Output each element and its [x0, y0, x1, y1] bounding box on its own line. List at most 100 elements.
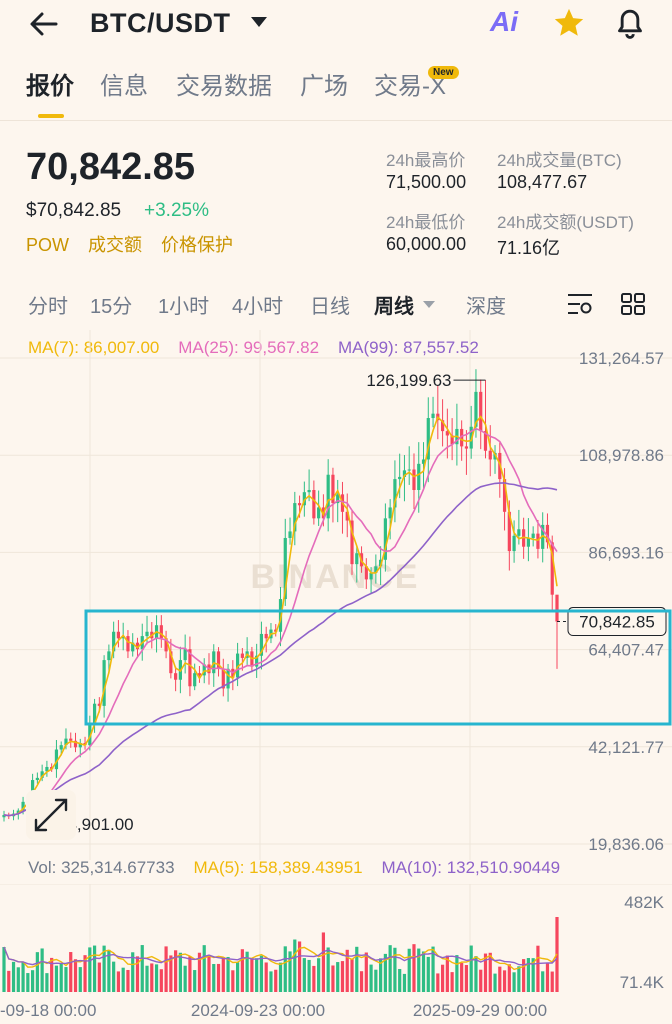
tab-info[interactable]: 信息	[100, 73, 148, 100]
volume-bar	[121, 967, 125, 992]
interval-4h[interactable]: 4小时	[232, 296, 284, 318]
candle-body	[297, 503, 302, 506]
candle-body	[350, 520, 354, 565]
ma-legend: MA(7): 86,007.00 MA(25): 99,567.82 MA(99…	[28, 338, 479, 358]
candle-body	[388, 507, 392, 519]
indicator-settings-icon[interactable]	[566, 292, 594, 316]
candle-body	[307, 490, 311, 493]
candle-body	[412, 469, 416, 491]
candle-body	[202, 664, 206, 676]
expand-button[interactable]	[26, 790, 76, 840]
tab-trading-data[interactable]: 交易数据	[176, 73, 272, 100]
candle-body	[16, 810, 20, 814]
candle-body	[488, 450, 492, 460]
tag-price-protection[interactable]: 价格保护	[161, 235, 234, 255]
interval-1w[interactable]: 周线	[374, 296, 414, 318]
ma99-line	[3, 482, 558, 817]
interval-caret-icon[interactable]	[422, 300, 436, 309]
volume-bar	[317, 958, 321, 992]
interval-1d[interactable]: 日线	[310, 296, 350, 318]
usd-price: $70,842.85	[26, 200, 122, 221]
interval-depth[interactable]: 深度	[466, 296, 506, 318]
candle-body	[69, 738, 73, 741]
candle-body	[159, 625, 163, 639]
back-arrow-icon[interactable]	[28, 10, 60, 38]
volume-bar	[193, 970, 197, 992]
volume-bar	[450, 972, 454, 992]
tag-turnover[interactable]: 成交额	[88, 235, 143, 255]
volume-bar	[355, 946, 359, 992]
vol-usdt-label: 24h成交额(USDT)	[497, 213, 634, 232]
ma25-label: MA(25): 99,567.82	[178, 338, 320, 357]
candle-body	[369, 572, 373, 580]
volume-bar	[231, 970, 235, 992]
candle-body	[407, 469, 411, 471]
last-price: 70,842.85	[26, 146, 196, 188]
layout-grid-icon[interactable]	[620, 292, 646, 316]
interval-timeline[interactable]: 分时	[28, 296, 68, 318]
interval-selector: 分时 15分 1小时 4小时 日线 周线 深度	[0, 290, 672, 320]
favorite-star-icon[interactable]	[552, 6, 586, 40]
candle-body	[474, 391, 478, 427]
volume-bar	[145, 965, 149, 992]
volume-bar	[135, 956, 140, 992]
volume-bar	[188, 956, 192, 992]
volume-bar	[278, 962, 283, 992]
tab-quote[interactable]: 报价	[26, 73, 74, 100]
highlight-box	[84, 609, 672, 726]
volume-bar	[250, 958, 254, 992]
volume-bar	[417, 948, 421, 992]
candle-body	[331, 474, 335, 504]
volume-bar	[269, 971, 273, 992]
volume-bar	[164, 946, 168, 992]
candle-body	[2, 814, 6, 818]
ma7-line	[3, 415, 558, 817]
volume-bar	[73, 959, 78, 992]
ai-assistant-icon[interactable]: Ai	[490, 6, 518, 37]
candle-body	[73, 740, 78, 748]
pair-title[interactable]: BTC/USDT	[90, 8, 231, 38]
caret-down-icon[interactable]	[250, 16, 268, 28]
volume-bar	[207, 955, 211, 992]
interval-1h[interactable]: 1小时	[158, 296, 210, 318]
tag-pow[interactable]: POW	[26, 235, 69, 255]
volume-bar	[479, 969, 483, 992]
notification-bell-icon[interactable]	[614, 6, 646, 40]
volume-bar	[226, 956, 230, 992]
volume-bar	[307, 959, 311, 992]
watermark-text: BINANCE	[251, 558, 420, 596]
volume-bar	[154, 964, 159, 992]
volume-bar	[502, 970, 507, 992]
tab-square[interactable]: 广场	[300, 73, 348, 100]
volume-bar	[92, 945, 97, 992]
candle-body	[259, 633, 264, 656]
candle-body	[426, 418, 430, 460]
volume-bar	[293, 939, 297, 992]
volume-bar	[526, 958, 530, 992]
candle-body	[507, 511, 511, 552]
volume-bar	[21, 962, 25, 992]
interval-15m[interactable]: 15分	[90, 296, 133, 318]
candle-body	[450, 435, 454, 445]
candle-body	[174, 673, 178, 680]
volume-bar	[288, 951, 292, 992]
candle-body	[216, 651, 221, 669]
volume-bar	[483, 953, 488, 992]
volume-bar	[426, 956, 430, 992]
low-label: 24h最低价	[386, 213, 466, 232]
volume-bar	[541, 971, 545, 992]
candle-body	[302, 492, 306, 506]
volume-bar	[407, 948, 411, 992]
candle-body	[355, 553, 359, 565]
candle-body	[312, 490, 316, 519]
volume-bar	[221, 957, 225, 992]
volume-bar	[545, 963, 550, 992]
volume-bar	[107, 949, 111, 992]
candlestick-chart[interactable]: BINANCE 131,264.57 108,978.86 86,693.16 64,4…	[0, 330, 672, 860]
candle-body	[221, 668, 225, 689]
volume-bar	[364, 952, 368, 992]
high-value: 71,500.00	[386, 172, 467, 192]
candle-body	[226, 668, 230, 689]
volume-bar	[393, 947, 397, 992]
volume-bar	[460, 962, 464, 992]
